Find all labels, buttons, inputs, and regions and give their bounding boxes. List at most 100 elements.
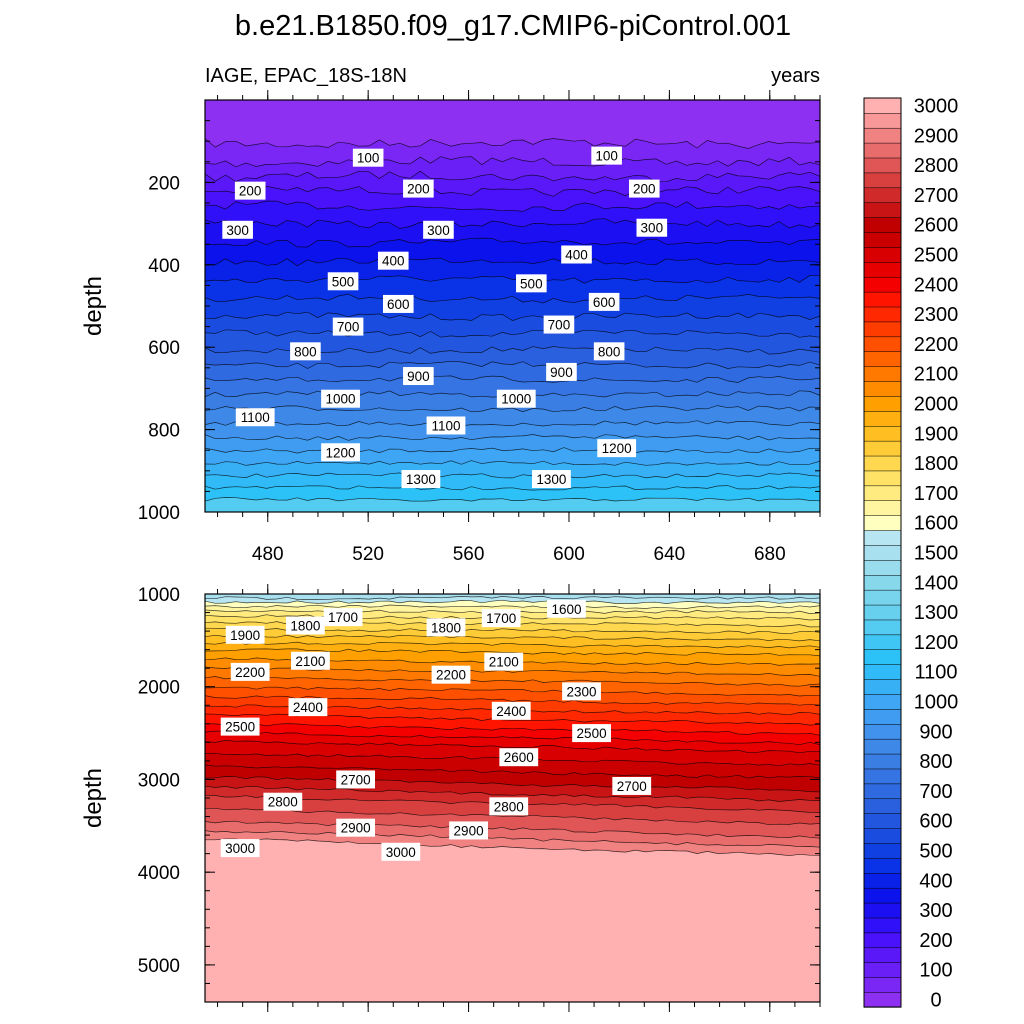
contour-label: 3000: [381, 842, 421, 861]
colorbar-box: [863, 872, 902, 889]
contour-line: [205, 170, 820, 183]
colorbar-box: [863, 664, 902, 680]
y-tick-label: 600: [148, 338, 180, 359]
contour-label-text: 1600: [551, 602, 581, 617]
colorbar-box: [863, 634, 902, 651]
contour-label: 2700: [612, 776, 652, 795]
contour-label-text: 1200: [326, 445, 356, 460]
contour-label-text: 1200: [602, 441, 632, 456]
colorbar-label: 2500: [914, 244, 959, 266]
contour-line: [205, 785, 820, 802]
contour-label: 2400: [288, 698, 328, 717]
contour-label-box: [230, 662, 270, 681]
colorbar-label: 2100: [914, 364, 959, 386]
contour-line: [205, 820, 820, 839]
colorbar-frame: [863, 97, 902, 1008]
contour-label-text: 200: [407, 182, 430, 197]
contour-label-box: [481, 609, 521, 628]
contour-label: 2800: [263, 792, 303, 811]
colorbar-box: [863, 276, 902, 293]
subtitle-left: IAGE, EPAC_18S-18N: [205, 65, 407, 87]
contour-label-box: [403, 367, 434, 386]
contour-label: 2200: [230, 662, 270, 681]
contour-label-box: [403, 179, 434, 198]
colorbar-box: [863, 708, 902, 725]
contour-line: [205, 596, 820, 600]
colorbar-box: [863, 976, 902, 993]
x-tick-label: 640: [654, 544, 686, 565]
contour-line: [205, 420, 820, 428]
contour-label-text: 200: [633, 182, 656, 197]
contour-label-box: [220, 839, 260, 858]
contour-label-text: 2700: [617, 779, 647, 794]
colorbar-box: [863, 798, 902, 814]
contour-line: [205, 447, 820, 454]
contour-line: [205, 730, 820, 746]
contour-label-box: [561, 245, 592, 264]
contour-label: 2300: [562, 682, 601, 701]
contour-label-box: [496, 389, 536, 408]
colorbar-box: [863, 291, 902, 308]
contour-line: [205, 764, 820, 779]
contour-label-box: [572, 724, 611, 743]
y-tick-label: 2000: [138, 678, 180, 699]
x-tick-label: 520: [352, 544, 384, 565]
colorbar-label: 1000: [914, 692, 959, 714]
colorbar-label: 2800: [914, 155, 959, 177]
contour-label-text: 700: [548, 318, 571, 333]
colorbar-label: 300: [919, 900, 952, 922]
contour-label-box: [377, 251, 409, 270]
colorbar-box: [863, 395, 902, 412]
contour-line: [205, 604, 820, 609]
contour-label-box: [263, 792, 303, 811]
contour-label-text: 2200: [436, 668, 466, 683]
contour-label-box: [321, 443, 360, 462]
contour-label-box: [532, 470, 571, 489]
contour-line: [205, 460, 820, 466]
contour-label-box: [491, 701, 531, 720]
colorbar-label: 1600: [914, 513, 959, 535]
colorbar-box: [863, 783, 902, 800]
contour-label-text: 900: [407, 369, 430, 384]
colorbar-box: [863, 172, 902, 189]
contour-line: [205, 485, 820, 491]
contour-label: 2100: [484, 652, 524, 671]
contour-label: 1800: [426, 618, 466, 637]
contour-label-box: [332, 317, 364, 336]
colorbar-box: [863, 857, 902, 874]
contour-label-text: 1900: [230, 628, 260, 643]
colorbar-box: [863, 902, 902, 919]
contour-line: [205, 695, 820, 706]
colorbar-label: 2200: [914, 334, 959, 356]
colorbar-box: [863, 187, 902, 203]
contour-line: [205, 237, 820, 248]
contour-label: 200: [234, 181, 266, 200]
contour-label: 2400: [491, 701, 531, 720]
colorbar-box: [863, 619, 902, 636]
contour-label-box: [382, 294, 414, 313]
contour-label: 1200: [597, 439, 637, 458]
contour-label-text: 400: [565, 248, 588, 263]
contour-label: 300: [423, 220, 454, 239]
contour-line: [205, 634, 820, 642]
colorbar-box: [863, 321, 902, 338]
colorbar-label: 1800: [914, 453, 959, 475]
colorbar-box: [863, 649, 902, 665]
contour-label-text: 1000: [326, 392, 356, 407]
colorbar-box: [863, 142, 902, 159]
colorbar-box: [863, 947, 902, 963]
colorbar-box: [863, 827, 902, 844]
y-tick-label: 1000: [138, 503, 180, 524]
contour-band: [205, 100, 820, 149]
contour-band: [205, 594, 820, 600]
contour-label-text: 2700: [341, 772, 371, 787]
contour-label-text: 300: [226, 223, 249, 238]
contour-label-box: [321, 389, 360, 408]
contour-label-box: [484, 652, 524, 671]
contour-label: 2900: [336, 818, 376, 837]
colorbar-label: 200: [919, 930, 952, 952]
contour-line: [205, 360, 820, 369]
y-tick-label: 5000: [138, 956, 180, 977]
contour-label: 200: [403, 179, 434, 198]
contour-line: [205, 807, 820, 826]
